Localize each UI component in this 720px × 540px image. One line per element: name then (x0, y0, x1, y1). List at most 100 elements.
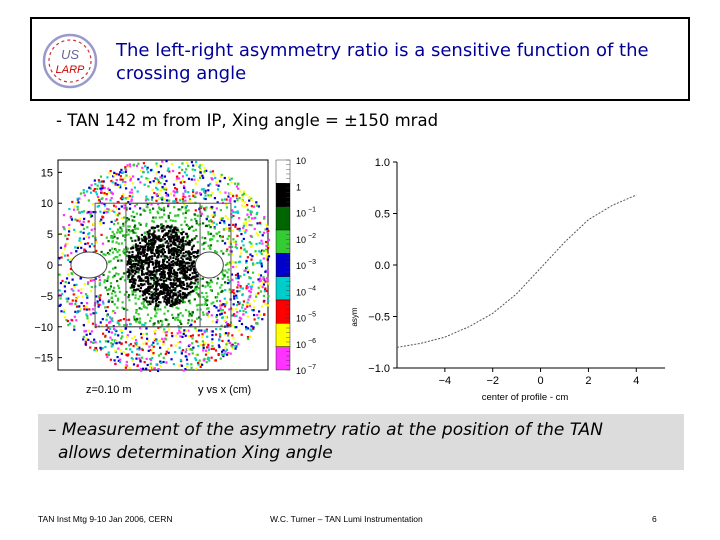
scatter-point (185, 161, 189, 164)
scatter-point (110, 236, 113, 239)
scatter-point (192, 194, 195, 197)
scatter-point (172, 282, 175, 285)
scatter-point (209, 182, 212, 185)
scatter-point (223, 242, 227, 245)
scatter-point (134, 258, 137, 261)
scatter-point (150, 260, 153, 263)
scatter-point (168, 199, 171, 202)
scatter-point (82, 220, 85, 223)
scatter-point (234, 341, 237, 345)
scatter-point (126, 197, 129, 200)
scatter-point (63, 228, 66, 231)
scatter-point (146, 291, 149, 295)
scatter-point (240, 317, 243, 320)
scatter-point (250, 242, 253, 245)
scatter-point (130, 198, 133, 201)
scatter-point (176, 279, 180, 282)
scatter-point (107, 300, 110, 303)
scatter-point (172, 316, 175, 319)
scatter-point (177, 284, 180, 287)
scatter-point (207, 220, 211, 223)
scatter-point (182, 245, 185, 248)
scatter-point (163, 285, 166, 288)
scatter-point (185, 168, 188, 171)
scatter-point (153, 308, 157, 311)
scatter-point (258, 221, 262, 225)
scatter-point (175, 302, 178, 305)
scatter-point (255, 295, 258, 298)
scatter-point (134, 279, 137, 282)
scatter-point (224, 214, 227, 218)
scatter-point (149, 181, 152, 184)
scatter-point (111, 181, 114, 184)
scatter-point (171, 305, 174, 308)
scatter-point (112, 276, 115, 279)
colorbar-band (275, 276, 291, 301)
scatter-point (184, 240, 187, 243)
scatter-point (239, 286, 242, 289)
scatter-point (132, 255, 135, 259)
scatter-point (226, 248, 229, 251)
scatter-point (241, 193, 244, 197)
scatter-point (179, 283, 182, 286)
scatter-point (159, 360, 162, 363)
scatter-point (228, 199, 231, 202)
scatter-point (142, 302, 145, 305)
scatter-point (205, 330, 208, 333)
x-tick-label: −2 (486, 375, 499, 387)
scatter-point (105, 236, 108, 239)
scatter-point (181, 168, 184, 171)
scatter-point (118, 341, 121, 344)
scatter-point (155, 302, 158, 305)
scatter-point (171, 334, 174, 338)
scatter-point (107, 190, 110, 194)
scatter-point (224, 288, 227, 292)
scatter-point (138, 317, 142, 320)
scatter-point (195, 275, 198, 278)
scatter-point (175, 316, 178, 320)
scatter-point (185, 223, 188, 226)
scatter-point (156, 265, 159, 268)
scatter-point (246, 286, 250, 289)
scatter-point (96, 184, 99, 187)
scatter-point (145, 357, 148, 360)
scatter-point (107, 353, 110, 357)
scatter-point (189, 269, 192, 272)
scatter-point (175, 248, 179, 251)
scatter-point (205, 328, 208, 331)
scatter-point (187, 319, 190, 322)
scatter-point (155, 164, 159, 167)
scatter-point (265, 254, 268, 257)
scatter-point (67, 323, 70, 327)
scatter-point (253, 204, 256, 207)
scatter-point (168, 237, 171, 240)
scatter-point (188, 243, 191, 246)
scatter-point (83, 217, 86, 220)
scatter-point (131, 250, 134, 254)
scatter-point (156, 225, 159, 228)
scatter-point (149, 240, 153, 244)
scatter-point (177, 313, 180, 316)
scatter-point (127, 254, 130, 258)
colorbar-label: 10 (296, 209, 306, 219)
scatter-point (148, 256, 151, 259)
scatter-point (244, 224, 247, 227)
scatter-point (70, 302, 73, 305)
scatter-point (136, 251, 140, 254)
scatter-point (177, 291, 180, 294)
scatter-point (248, 241, 251, 244)
scatter-point (108, 188, 111, 192)
scatter-point (73, 285, 76, 289)
scatter-point (162, 224, 165, 228)
scatter-point (125, 219, 128, 222)
scatter-point (234, 223, 237, 226)
scatter-point (191, 334, 195, 337)
scatter-point (255, 201, 258, 204)
scatter-point (62, 214, 66, 217)
scatter-point (89, 187, 92, 190)
scatter-point (163, 175, 167, 178)
scatter-point (86, 315, 89, 318)
scatter-point (129, 179, 132, 182)
scatter-point (100, 191, 103, 194)
scatter-point (202, 197, 206, 200)
